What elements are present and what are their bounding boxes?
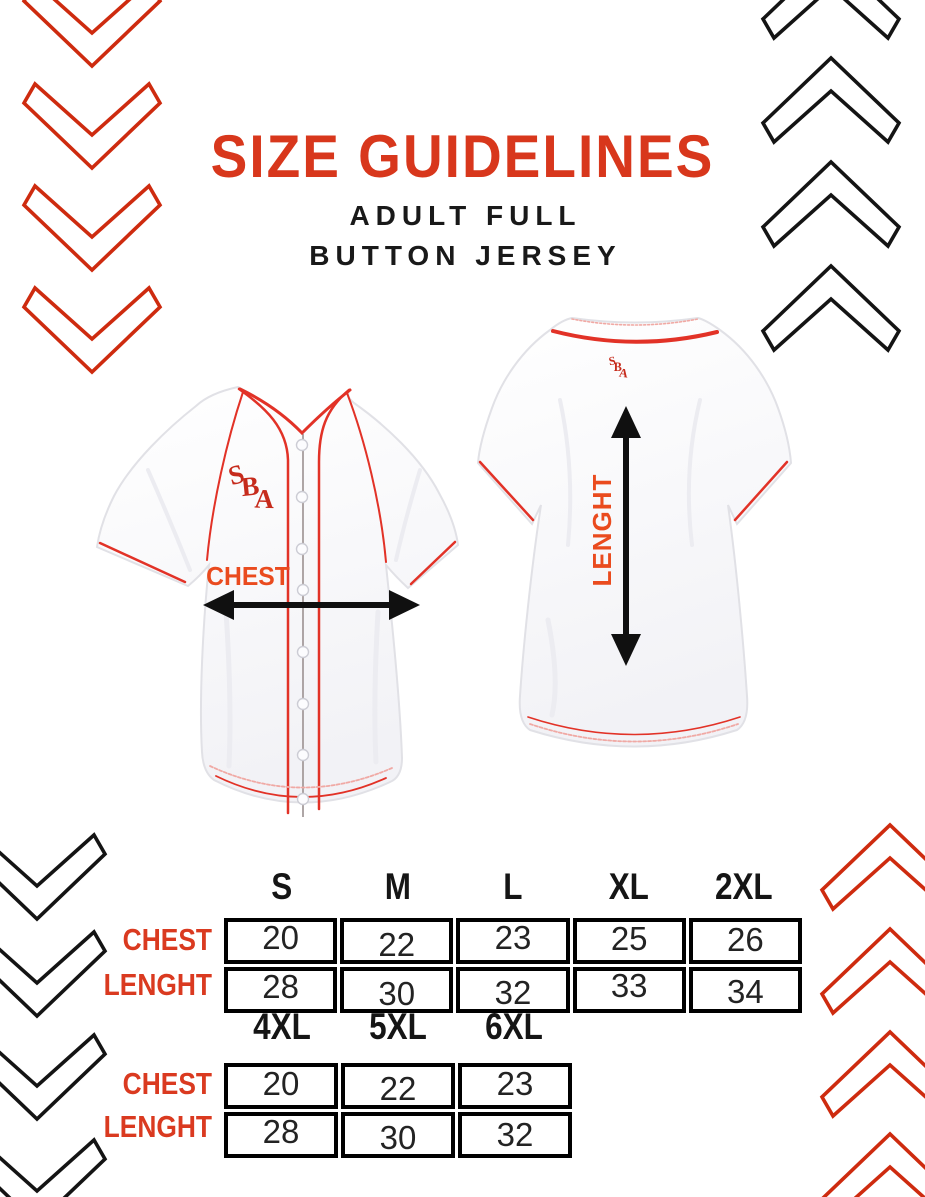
back-jersey-illustration: [476, 316, 793, 748]
subtitle-line-1: ADULT FULL: [349, 200, 582, 231]
size-header-xl: XL: [608, 866, 649, 907]
front-right-cuff-piping: [409, 540, 457, 586]
size-cell: 28: [224, 1112, 338, 1158]
size-cell: 33: [572, 967, 686, 1013]
size-header-2xl: 2XL: [715, 866, 774, 907]
logo-letter: A: [254, 483, 275, 515]
size-header-row-2: 4XL 5XL 6XL: [224, 1002, 572, 1052]
front-jersey-illustration: [95, 385, 460, 817]
table-2-row-label-chest: CHEST: [122, 1066, 212, 1102]
front-jersey-outline: [95, 385, 460, 804]
size-header-6xl: 6XL: [485, 1006, 543, 1047]
table-2-row-labels: CHEST LENGHT: [40, 1063, 212, 1148]
size-cell: 25: [572, 918, 686, 964]
table-1-row-label-lenght: LENGHT: [103, 966, 212, 1002]
size-cell: 23: [456, 918, 570, 964]
length-measurement-arrow: [611, 406, 641, 666]
size-cell: 34: [688, 967, 802, 1013]
front-left-cuff-piping: [98, 541, 187, 584]
size-cell: 20: [224, 1063, 338, 1109]
front-right-raglan-piping: [346, 392, 387, 563]
size-cell: 23: [458, 1063, 572, 1109]
back-left-cuff-piping: [478, 460, 535, 522]
size-header-m: M: [384, 866, 411, 907]
size-table-2: 20 22 23 28 30 32: [224, 1063, 572, 1158]
page-subtitle: ADULT FULL BUTTON JERSEY: [0, 196, 925, 276]
front-chest-label: CHEST: [206, 561, 290, 591]
subtitle-line-2: BUTTON JERSEY: [309, 240, 622, 271]
page-title: SIZE GUIDELINES: [210, 122, 715, 191]
back-jersey-outline: [476, 316, 793, 748]
size-cell: 30: [340, 967, 454, 1013]
table-2-row-label-lenght: LENGHT: [103, 1108, 212, 1144]
size-cell: 22: [341, 1063, 455, 1109]
size-header-l: L: [503, 866, 523, 907]
size-cell: 26: [688, 918, 802, 964]
back-length-label: LENGHT: [587, 473, 617, 587]
size-cell: 32: [456, 967, 570, 1013]
back-right-cuff-piping: [733, 460, 789, 522]
back-jersey-logo: S B A: [607, 354, 639, 387]
size-cell: 32: [458, 1112, 572, 1158]
size-cell: 22: [340, 918, 454, 964]
size-header-4xl: 4XL: [253, 1006, 311, 1047]
front-jersey-logo: S B A: [224, 456, 301, 533]
size-cell: 30: [341, 1112, 455, 1158]
size-cell: 20: [224, 918, 338, 964]
front-buttons: [295, 438, 310, 806]
logo-letter: B: [613, 359, 622, 374]
table-1-row-labels: CHEST LENGHT: [40, 918, 212, 1007]
size-header-row-1: S M L XL 2XL: [224, 862, 802, 912]
logo-letter: A: [618, 365, 629, 381]
size-table-1: 20 22 23 25 26 28 30 32 33 34: [224, 918, 802, 1013]
chevron-decoration-bottom-right: [820, 823, 925, 1197]
chest-measurement-arrow: [203, 590, 420, 620]
front-left-raglan-piping: [206, 391, 244, 561]
back-collar-piping: [551, 329, 719, 344]
size-header-s: S: [271, 866, 293, 907]
front-placket-left-piping: [237, 387, 290, 815]
table-1-row-label-chest: CHEST: [122, 922, 212, 958]
front-placket-right-piping: [317, 388, 351, 811]
size-header-5xl: 5XL: [369, 1006, 427, 1047]
size-cell: 28: [224, 967, 338, 1013]
